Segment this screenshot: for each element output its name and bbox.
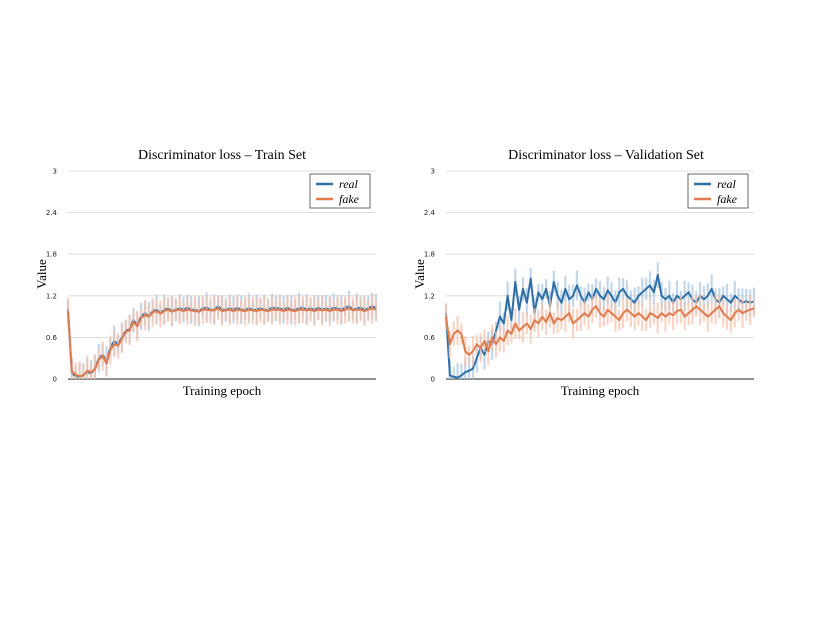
legend-box [687, 173, 749, 209]
x-axis-label: Training epoch [561, 383, 640, 398]
y-axis-label: Value [34, 259, 49, 289]
y-tick-label: 1.2 [46, 292, 57, 300]
plot-area: 0 0.6 1.2 1.8 2.4 3 [46, 168, 378, 384]
series-line-fake [445, 305, 755, 356]
y-tick-label: 3 [431, 168, 435, 176]
chart-panel-validation: Discriminator loss – Validation Set Trai… [412, 148, 756, 398]
legend-real-label: real [717, 177, 737, 191]
y-axis-label: Value [412, 259, 427, 289]
legend-fake-label: fake [339, 192, 360, 206]
chart-title: Discriminator loss – Validation Set [508, 148, 704, 163]
x-axis-label: Training epoch [183, 383, 262, 398]
plot-area: 0 0.6 1.2 1.8 2.4 3 [424, 168, 756, 384]
chart-title: Discriminator loss – Train Set [138, 148, 306, 163]
legend-fake-label: fake [717, 192, 738, 206]
y-tick-label: 0.6 [46, 334, 58, 342]
legend-box [309, 173, 371, 209]
y-tick-label: 0 [431, 376, 435, 384]
y-tick-label: 2.4 [46, 209, 58, 217]
y-tick-label: 2.4 [424, 209, 436, 217]
legend: real fake [309, 173, 371, 209]
legend: real fake [687, 173, 749, 209]
y-tick-label: 0.6 [424, 334, 436, 342]
series-line-real [445, 274, 755, 379]
y-tick-label: 1.8 [46, 251, 57, 259]
y-tick-label: 3 [53, 168, 57, 176]
legend-real-label: real [339, 177, 359, 191]
chart-panel-train: Discriminator loss – Train Set Training … [34, 148, 378, 398]
y-tick-label: 1.8 [424, 251, 435, 259]
y-tick-label: 1.2 [424, 292, 435, 300]
series-line-fake [67, 307, 377, 378]
y-tick-label: 0 [53, 376, 57, 384]
